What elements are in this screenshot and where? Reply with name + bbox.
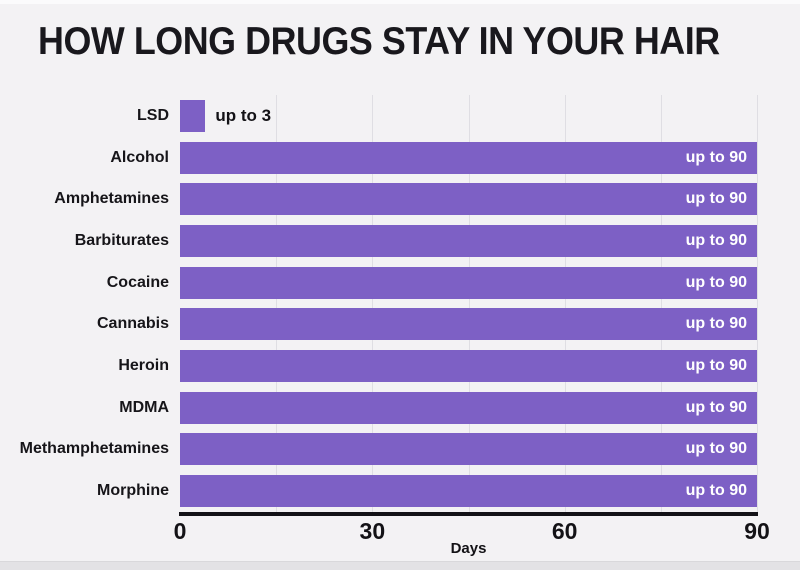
x-tick: 30 — [359, 518, 386, 544]
category-label: Morphine — [97, 482, 169, 500]
x-axis-title: Days — [450, 540, 487, 557]
bar-row-lsd: LSD up to 3 — [0, 95, 757, 137]
bar-row-morphine: Morphine up to 90 — [0, 470, 757, 512]
category-label: LSD — [137, 106, 169, 124]
bar-track: up to 90 — [180, 224, 757, 257]
bar-value-label: up to 90 — [685, 231, 747, 249]
bar-row-methamphetamines: Methamphetamines up to 90 — [0, 429, 757, 471]
bar-value-label: up to 90 — [685, 482, 747, 500]
x-tick: 90 — [744, 518, 770, 544]
bar-row-amphetamines: Amphetamines up to 90 — [0, 178, 757, 220]
category-label: Barbiturates — [74, 231, 169, 249]
category-label: Cocaine — [106, 273, 169, 291]
category-label: Methamphetamines — [19, 440, 169, 458]
gridline — [372, 95, 374, 512]
bar-value-label: up to 3 — [215, 105, 272, 125]
bar-track: up to 90 — [180, 391, 757, 424]
bar-track: up to 90 — [180, 349, 757, 382]
bar: up to 90 — [180, 141, 757, 174]
bar-rows: LSD up to 3 Alcohol up to 90 Amphetamine… — [0, 95, 800, 512]
bar-value-label: up to 90 — [685, 148, 747, 166]
bar: up to 3 — [180, 99, 271, 132]
bar-row-mdma: MDMA up to 90 — [0, 387, 757, 429]
bottom-edge-strip — [0, 561, 800, 570]
bar: up to 90 — [180, 308, 757, 341]
gridline — [757, 95, 758, 512]
gridline — [564, 95, 566, 512]
bar-row-cannabis: Cannabis up to 90 — [0, 303, 757, 345]
chart-title: HOW LONG DRUGS STAY IN YOUR HAIR — [38, 20, 720, 63]
bar: up to 90 — [180, 475, 757, 508]
bar-track: up to 90 — [180, 183, 757, 216]
bar-value-label: up to 90 — [685, 398, 747, 416]
bar-value-label: up to 90 — [685, 190, 747, 208]
bar-track: up to 90 — [180, 266, 757, 299]
gridline — [468, 95, 470, 512]
category-label: Alcohol — [110, 148, 169, 166]
bar-track: up to 3 — [180, 99, 757, 132]
bar: up to 90 — [180, 433, 757, 466]
bar-track: up to 90 — [180, 308, 757, 341]
bar: up to 90 — [180, 224, 757, 257]
x-axis-line — [179, 512, 758, 516]
bar: up to 90 — [180, 391, 757, 424]
bar-track: up to 90 — [180, 141, 757, 174]
bar-row-cocaine: Cocaine up to 90 — [0, 262, 757, 304]
bar-row-heroin: Heroin up to 90 — [0, 345, 757, 387]
bar-track: up to 90 — [180, 475, 757, 508]
bar: up to 90 — [180, 349, 757, 382]
gridline — [660, 95, 662, 512]
bar: up to 90 — [180, 183, 757, 216]
x-tick: 60 — [551, 518, 578, 544]
bar-row-alcohol: Alcohol up to 90 — [0, 137, 757, 179]
bar-value-label: up to 90 — [685, 273, 747, 291]
top-edge-strip — [0, 0, 800, 4]
category-label: Heroin — [118, 356, 169, 374]
category-label: Amphetamines — [54, 190, 169, 208]
bar: up to 90 — [180, 266, 757, 299]
bar-value-label: up to 90 — [685, 315, 747, 333]
bar-track: up to 90 — [180, 433, 757, 466]
x-tick: 0 — [173, 518, 187, 544]
category-label: Cannabis — [96, 315, 169, 333]
bar-row-barbiturates: Barbiturates up to 90 — [0, 220, 757, 262]
bar-value-label: up to 90 — [685, 440, 747, 458]
category-label: MDMA — [119, 398, 169, 416]
gridline — [276, 95, 278, 512]
bar-value-label: up to 90 — [685, 356, 747, 374]
plot-area — [180, 95, 758, 512]
x-axis-ticks: 0 30 60 90 — [174, 518, 770, 544]
